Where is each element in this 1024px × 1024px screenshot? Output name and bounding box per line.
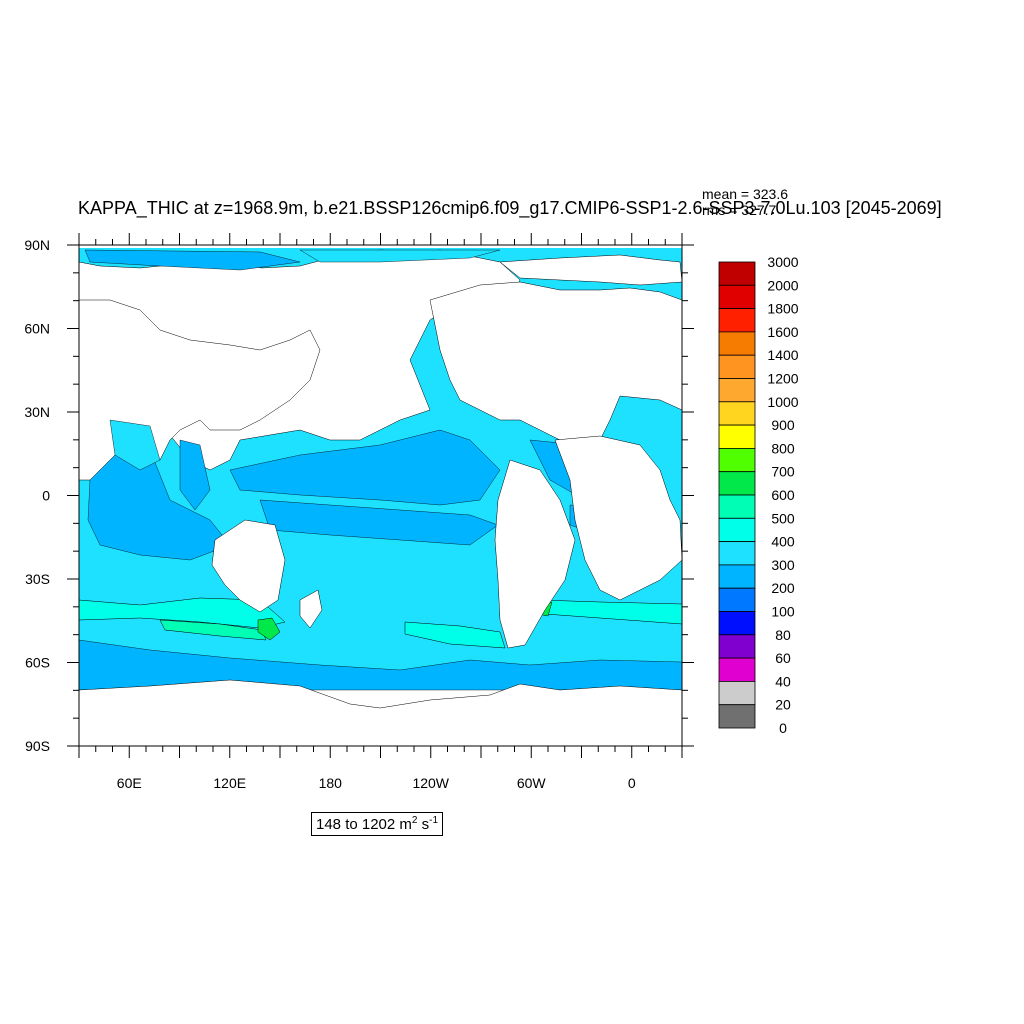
lon-label: 60W: [517, 775, 547, 791]
lon-label: 120W: [412, 775, 449, 791]
marginal-sea: [109, 419, 161, 471]
data-range-box: 148 to 1202 m2 s-1: [311, 812, 444, 836]
longitude-axis: 60E 120E 180 120W 60W 0: [117, 775, 636, 791]
lat-label: 30N: [24, 404, 50, 420]
land-mass: [494, 459, 576, 649]
ocean-band-500: [404, 621, 506, 649]
plot-title: KAPPA_THIC at z=1968.9m, b.e21.BSSP126cm…: [78, 198, 942, 218]
colorbar-swatch: [718, 587, 756, 612]
lat-label: 90S: [25, 738, 50, 754]
colorbar-swatch: [718, 261, 756, 286]
colorbar-swatch: [718, 564, 756, 589]
lat-label: 60S: [25, 655, 50, 671]
colorbar-swatch: [718, 541, 756, 566]
colorbar-label: 800: [771, 440, 795, 456]
range-exp2: -1: [429, 815, 439, 826]
colorbar-swatch: [718, 634, 756, 659]
ocean-band-600: [159, 619, 267, 641]
colorbar-label: 400: [771, 534, 795, 550]
rms-stat: rms = 327.7: [702, 202, 777, 218]
range-mid: s: [417, 816, 430, 833]
colorbar-swatch: [718, 681, 756, 706]
colorbar-label: 20: [775, 697, 791, 713]
arctic-ocean: [84, 249, 301, 271]
ocean-band-300: [229, 429, 501, 506]
colorbar-label: 1200: [767, 371, 798, 387]
colorbar-label: 80: [775, 627, 791, 643]
range-text: 148 to 1202 m: [316, 816, 412, 833]
colorbar-label: 2000: [767, 277, 798, 293]
colorbar-label: 60: [775, 650, 791, 666]
colorbar-swatch: [718, 354, 756, 379]
lon-label: 120E: [213, 775, 246, 791]
colorbar-label: 1400: [767, 347, 798, 363]
arctic-ocean: [299, 249, 501, 263]
colorbar-label: 700: [771, 464, 795, 480]
ocean-band-300: [259, 499, 499, 546]
colorbar-swatch: [718, 657, 756, 682]
lon-label: 60E: [117, 775, 142, 791]
colorbar-label: 300: [771, 557, 795, 573]
colorbar-swatch: [718, 424, 756, 449]
colorbar-label: 200: [771, 580, 795, 596]
colorbar-swatch: [718, 704, 756, 729]
colorbar-label: 100: [771, 604, 795, 620]
colorbar-label: 500: [771, 510, 795, 526]
land-mass: [429, 281, 683, 446]
colorbar-label: 40: [775, 673, 791, 689]
colorbar-label: 600: [771, 487, 795, 503]
land-mass: [299, 589, 323, 629]
colorbar-label: 1800: [767, 301, 798, 317]
colorbar-swatch: [718, 471, 756, 496]
latitude-axis: 90N 60N 30N 0 30S 60S 90S: [24, 237, 50, 754]
mean-stat: mean = 323.6: [702, 186, 789, 202]
land-mass: [211, 519, 286, 613]
colorbar-swatch: [718, 308, 756, 333]
lon-label: 0: [628, 775, 636, 791]
colorbar-swatch: [718, 447, 756, 473]
colorbar-swatch: [718, 331, 756, 356]
range-exp1: 2: [411, 815, 418, 826]
lon-label: 180: [319, 775, 343, 791]
colorbar-label: 3000: [767, 254, 798, 270]
colorbar-swatch: [718, 517, 756, 542]
colorbar-swatch: [718, 494, 756, 519]
lat-label: 60N: [24, 321, 50, 337]
land-mass: [554, 435, 683, 601]
ocean-band-700: [257, 617, 281, 641]
colorbar-label: 1600: [767, 324, 798, 340]
colorbar-label: 900: [771, 417, 795, 433]
lat-label: 90N: [24, 237, 50, 253]
marginal-sea: [179, 439, 211, 511]
lat-label: 30S: [25, 571, 50, 587]
colorbar-swatch: [718, 611, 756, 636]
colorbar-swatch: [718, 378, 756, 403]
map-frame: [67, 233, 694, 758]
colorbar-swatch: [718, 284, 756, 309]
ocean-field: [78, 248, 683, 747]
colorbar-label: 0: [779, 720, 787, 736]
colorbar-swatch: [718, 401, 756, 426]
lat-label: 0: [42, 488, 50, 504]
colorbar: 3000200018001600140012001000900800700600…: [718, 254, 799, 736]
colorbar-label: 1000: [767, 394, 798, 410]
